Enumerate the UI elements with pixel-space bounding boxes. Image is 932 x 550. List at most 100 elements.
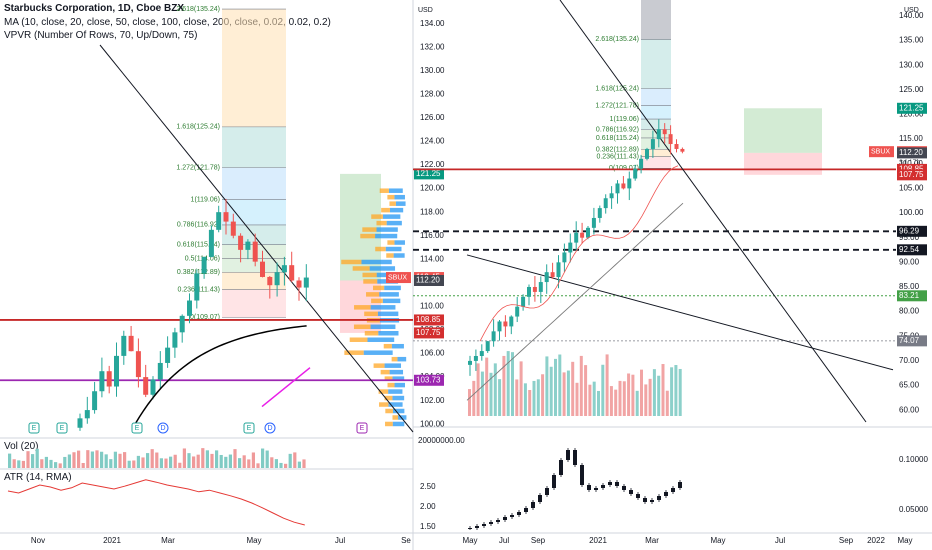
right-fib-zone xyxy=(641,129,671,138)
left-volume-bar xyxy=(67,454,71,468)
right-fib-level-label: 1(119.06) xyxy=(610,116,639,123)
right-volume-bar xyxy=(502,355,506,416)
left-y-tick-label: 134.00 xyxy=(420,19,445,28)
left-volume-bar xyxy=(256,463,260,468)
left-volume-bar xyxy=(104,454,108,468)
right-volume-bar xyxy=(627,373,631,416)
right-volume-bar xyxy=(528,390,532,416)
vpvr-down-bar xyxy=(387,194,395,200)
vpvr-up-bar xyxy=(367,337,395,342)
left-volume-bar xyxy=(54,462,58,468)
vpvr-up-bar xyxy=(398,415,407,420)
left-candle-body xyxy=(92,391,98,411)
right-candle-body xyxy=(633,168,638,179)
vpvr-down-bar xyxy=(387,382,395,388)
right-volume-bar xyxy=(648,378,652,416)
volume-indicator-label[interactable]: Vol (20) xyxy=(4,441,39,452)
vpvr-indicator-label[interactable]: VPVR (Number Of Rows, 70, Up/Down, 75) xyxy=(4,30,198,41)
chart-title: Starbucks Corporation, 1D, Cboe BZX xyxy=(4,3,185,14)
right-volume-bar xyxy=(532,380,536,416)
right-volume-bar xyxy=(523,383,527,416)
left-fib-zone xyxy=(222,258,286,273)
right-x-tick-label: May xyxy=(462,536,477,545)
vpvr-down-bar xyxy=(362,227,377,232)
left-y-tick-label: 132.00 xyxy=(420,42,445,51)
left-volume-bar xyxy=(136,455,140,468)
earnings-marker-label: E xyxy=(360,425,365,432)
right-candle-body xyxy=(562,252,567,263)
right-candle-body xyxy=(615,183,620,194)
left-fib-level-label: 1(119.06) xyxy=(191,197,220,204)
left-volume-bar xyxy=(113,451,117,468)
left-candle-body xyxy=(165,347,171,363)
vpvr-down-bar xyxy=(373,285,385,291)
left-price-tag xyxy=(414,168,444,180)
right-candle-body xyxy=(650,139,655,149)
vpvr-down-bar xyxy=(341,259,362,265)
left-y-tick-label: 128.00 xyxy=(420,89,445,98)
left-volume-bar xyxy=(123,452,127,468)
right-y-tick-label: 105.00 xyxy=(899,183,924,192)
left-candle-body xyxy=(296,280,302,288)
left-price-tag-label: 108.85 xyxy=(416,315,441,324)
right-fib-level-label: 0.382(112.89) xyxy=(596,146,639,153)
right-x-tick-label: 2021 xyxy=(589,536,607,545)
left-candle-body xyxy=(150,379,156,395)
left-volume-tick: 20000000.00 xyxy=(418,436,465,445)
left-fib-zone xyxy=(222,289,286,318)
right-volume-bar xyxy=(575,382,579,416)
right-price-tag xyxy=(897,102,927,114)
right-volume-bar xyxy=(631,374,635,416)
left-candle-body xyxy=(274,272,280,286)
left-candle-body xyxy=(230,221,236,236)
left-volume-bar xyxy=(279,462,283,468)
left-volume-bar xyxy=(302,459,306,468)
right-candle-body xyxy=(538,282,543,292)
right-candle-body xyxy=(473,355,478,361)
right-x-tick-label: 2022 xyxy=(867,536,885,545)
right-candle-body xyxy=(627,178,632,189)
earnings-marker xyxy=(56,422,68,434)
right-candle-body xyxy=(680,148,685,152)
right-y-tick-label: 130.00 xyxy=(899,60,924,69)
right-candle-body xyxy=(556,262,561,278)
left-candle-body xyxy=(238,235,244,250)
right-y-tick-label: 140.00 xyxy=(899,11,924,20)
atr-y-tick-label: 2.50 xyxy=(420,482,436,491)
left-y-tick-label: 116.00 xyxy=(420,231,444,240)
right-fib-level-label: 1.272(121.78) xyxy=(595,103,639,110)
atr-y-tick-label: 2.00 xyxy=(420,502,436,511)
right-volume-bar xyxy=(498,379,502,416)
right-candle-body xyxy=(479,351,484,356)
right-price-tag xyxy=(897,169,927,181)
left-y-tick-label: 100.00 xyxy=(420,419,445,428)
left-candle-body xyxy=(114,355,119,387)
left-candle-body xyxy=(77,418,83,428)
left-volume-bar xyxy=(233,449,237,468)
right-candle-body xyxy=(668,134,673,145)
right-target-zone xyxy=(744,108,822,153)
vpvr-up-bar xyxy=(361,259,392,265)
atr-indicator-label[interactable]: ATR (14, RMA) xyxy=(4,472,72,483)
vpvr-up-bar xyxy=(388,402,403,407)
left-volume-bar xyxy=(205,450,209,468)
right-volume-bar xyxy=(661,364,665,416)
right-x-tick-label: Sep xyxy=(531,536,546,545)
left-price-tag xyxy=(414,274,444,286)
left-candle-body xyxy=(245,241,251,250)
right-volume-bar xyxy=(614,389,618,416)
right-price-tag-label: 96.29 xyxy=(899,226,920,235)
right-symbol-tag xyxy=(869,146,894,158)
right-volume-bar xyxy=(670,367,674,416)
right-volume-bar xyxy=(541,374,545,416)
vpvr-up-bar xyxy=(384,363,402,368)
right-volume-bar xyxy=(635,390,639,416)
earnings-marker-label: E xyxy=(135,425,140,432)
ma-indicator-label[interactable]: MA (10, close, 20, close, 50, close, 100… xyxy=(4,17,331,28)
right-x-tick-label: Jul xyxy=(775,536,785,545)
dividend-marker xyxy=(264,422,276,434)
left-volume-bar xyxy=(155,452,159,468)
vpvr-down-bar xyxy=(386,253,394,258)
vpvr-up-bar xyxy=(386,220,402,226)
